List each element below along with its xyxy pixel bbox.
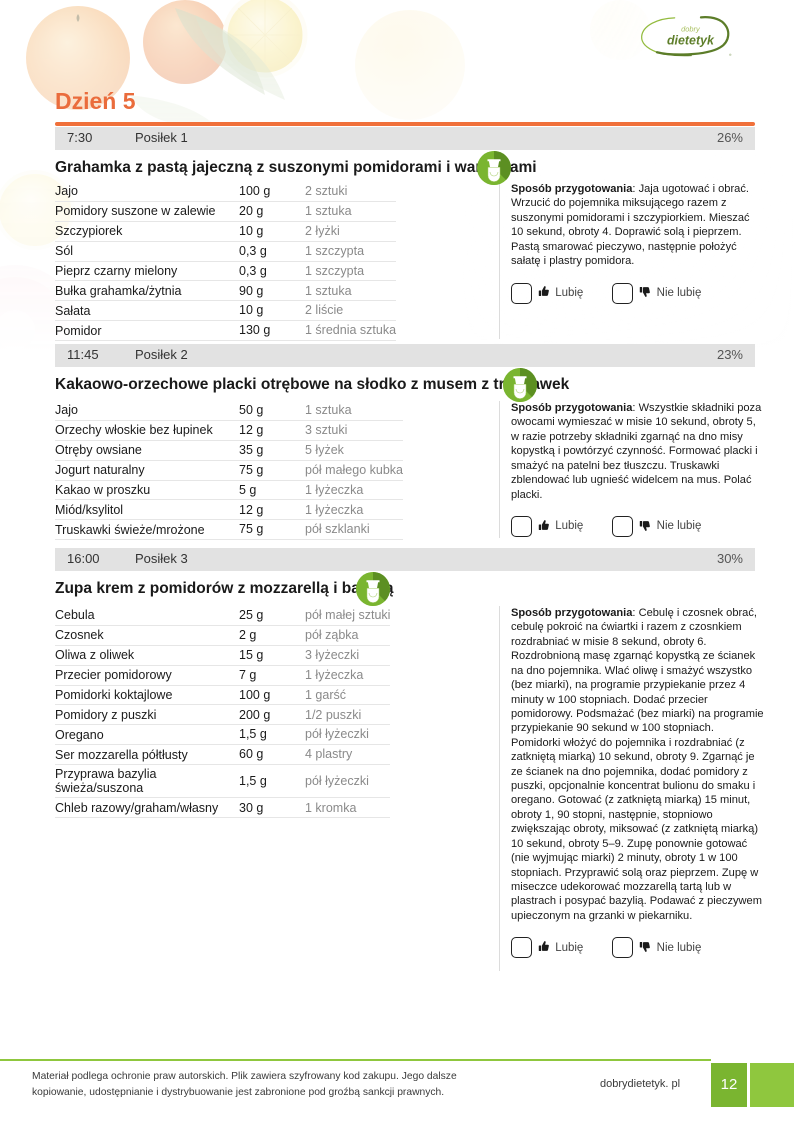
svg-text:®: ®	[729, 53, 732, 57]
svg-text:dobry: dobry	[681, 25, 701, 34]
svg-text:dietetyk: dietetyk	[667, 34, 715, 48]
